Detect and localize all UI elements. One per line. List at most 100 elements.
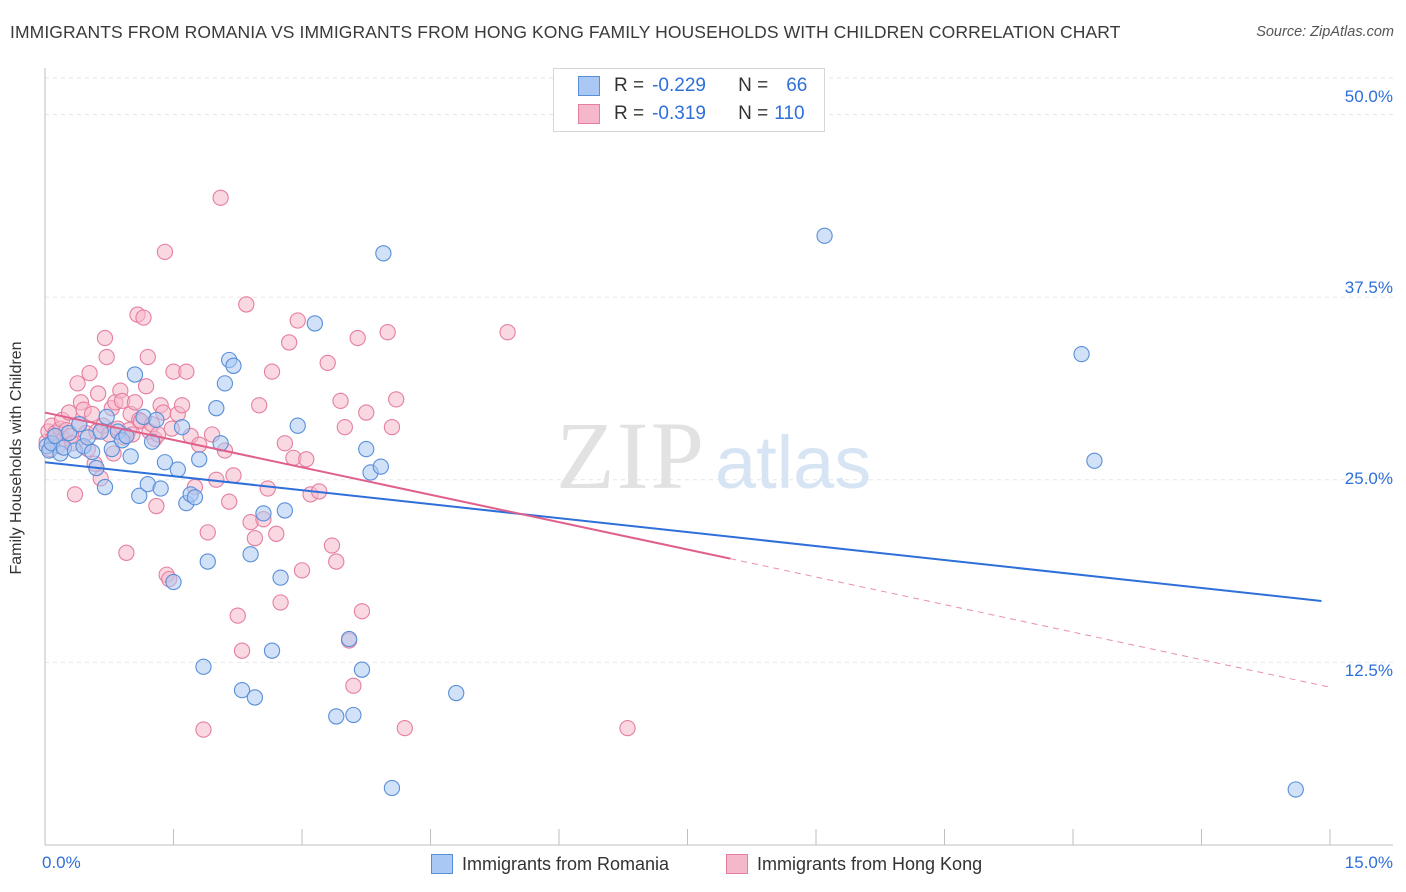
trend-lines [44,411,1331,688]
point-hongkong [148,497,165,515]
point-hongkong [96,329,114,347]
point-hongkong [126,394,144,411]
point-hongkong [83,405,101,423]
point-hongkong [388,391,405,408]
legend-label: Immigrants from Hong Kong [757,853,983,874]
point-hongkong [345,677,362,694]
point-romania [375,245,392,262]
point-hongkong [225,467,242,484]
source-credit: Source: ZipAtlas.com [1256,24,1394,40]
point-romania [195,658,212,675]
point-romania [816,227,833,244]
point-hongkong [199,524,216,541]
n-label: N = [738,75,769,96]
trend-line-hongkong-extension [730,558,1331,688]
point-hongkong [212,189,229,206]
point-romania [98,408,115,426]
point-romania [83,443,101,461]
point-romania [242,546,259,563]
point-romania [126,366,144,383]
n-label: N = [738,103,769,124]
point-hongkong [268,525,285,542]
point-romania [143,433,161,450]
n-value: 110 [774,103,805,124]
point-romania [255,505,272,522]
point-hongkong [246,530,264,547]
watermark-zip: ZIP [556,402,706,509]
legend-item-romania: Immigrants from Romania [431,852,669,876]
point-romania [131,487,148,504]
point-hongkong [137,378,155,395]
legend-row-hongkong: R = -0.319 N = 110 [578,102,805,126]
point-romania [1073,345,1090,363]
point-hongkong [332,392,349,410]
point-hongkong [358,404,375,421]
point-romania [225,357,242,374]
series-romania-points [38,227,1304,798]
point-romania [233,681,251,699]
point-hongkong [89,385,107,402]
point-hongkong [139,348,156,366]
point-romania [1287,781,1304,798]
point-romania [353,661,371,678]
x-tick-label-min: 0.0% [42,853,81,872]
point-romania [148,411,165,429]
point-romania [208,400,225,417]
point-hongkong [383,419,401,436]
romania-swatch [431,854,453,874]
chart-title: IMMIGRANTS FROM ROMANIA VS IMMIGRANTS FR… [10,22,1121,42]
point-hongkong [349,329,366,347]
r-label: R = [614,75,645,96]
point-hongkong [293,562,311,579]
point-romania [345,706,362,724]
point-romania [1086,452,1103,469]
point-romania [191,451,208,468]
point-hongkong [280,334,298,351]
point-romania [173,419,191,436]
point-hongkong [69,375,86,392]
watermark-atlas: atlas [715,421,871,504]
romania-swatch [578,76,600,96]
point-hongkong [289,312,306,329]
point-romania [216,375,234,392]
point-hongkong [336,419,353,436]
point-hongkong [272,594,289,611]
point-romania [152,480,169,497]
point-hongkong [229,607,246,624]
point-hongkong [263,363,281,380]
y-tick-label: 37.5% [1344,278,1393,297]
grid-lines [45,77,1393,663]
point-hongkong [221,493,238,510]
point-hongkong [98,348,115,366]
point-romania [165,573,182,591]
hongkong-swatch [726,854,748,874]
y-tick-label: 50.0% [1344,87,1393,106]
y-tick-label: 12.5% [1344,661,1393,680]
point-romania [328,708,345,725]
r-value: -0.229 [652,75,706,96]
x-tick-label-max: 15.0% [1344,853,1393,872]
point-romania [358,440,375,458]
r-value: -0.319 [652,103,706,124]
legend-item-hongkong: Immigrants from Hong Kong [726,852,982,876]
point-hongkong [178,363,195,380]
point-romania [272,569,289,586]
point-romania [289,417,306,434]
point-hongkong [353,603,371,620]
point-romania [60,424,78,442]
hongkong-swatch [578,104,600,124]
point-romania [246,689,264,706]
point-hongkong [135,309,152,326]
point-hongkong [499,324,516,341]
point-hongkong [379,324,396,341]
point-romania [118,427,135,445]
point-hongkong [259,480,276,497]
point-hongkong [233,642,251,659]
point-hongkong [328,553,345,570]
point-romania [186,489,204,506]
trend-line-hongkong [44,411,731,560]
point-hongkong [319,354,336,372]
legend-label: Immigrants from Romania [462,853,670,874]
point-romania [169,461,186,478]
